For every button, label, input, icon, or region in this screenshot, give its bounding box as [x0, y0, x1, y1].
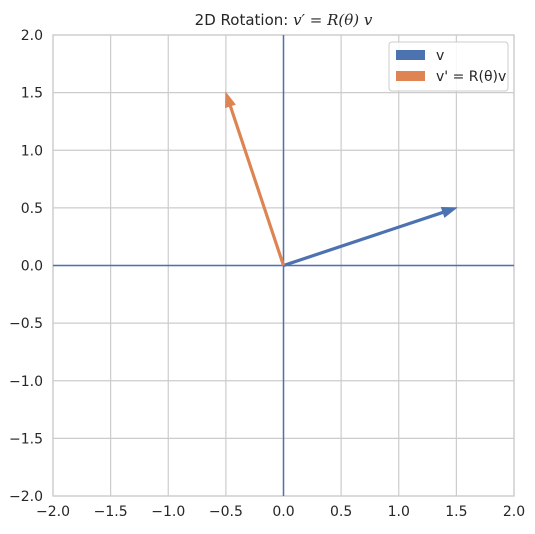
- x-tick-label: −0.5: [209, 504, 243, 520]
- y-tick-label: −1.5: [9, 431, 43, 447]
- vector-arrowhead: [440, 207, 458, 218]
- x-tick-label: 0.5: [330, 504, 352, 520]
- x-tick-label: 2.0: [503, 504, 525, 520]
- chart-title-prefix: 2D Rotation:: [195, 11, 293, 29]
- legend: v v' = R(θ)v: [388, 41, 509, 92]
- vector-arrowhead: [225, 91, 236, 109]
- legend-swatch: [396, 71, 425, 81]
- x-tick-label: 0.0: [272, 504, 294, 520]
- vector-v: [282, 207, 458, 268]
- legend-label: v' = R(θ)v: [436, 69, 506, 85]
- series: [225, 91, 458, 268]
- legend-swatch: [396, 50, 425, 60]
- y-tick-label: 0.5: [21, 201, 43, 217]
- tick-labels: −2.0 −1.5 −1.0 −0.5 0.0 0.5 1.0 1.5 2.0 −2.0 −1.5 −…: [9, 28, 525, 520]
- y-tick-label: 1.5: [21, 86, 43, 102]
- y-tick-label: 2.0: [21, 28, 43, 44]
- x-tick-label: 1.5: [445, 504, 467, 520]
- x-tick-label: −1.0: [151, 504, 185, 520]
- y-tick-label: −2.0: [9, 489, 43, 505]
- vector-shaft: [228, 103, 286, 267]
- x-tick-label: −1.5: [94, 504, 128, 520]
- x-tick-label: 1.0: [388, 504, 410, 520]
- x-tick-label: −2.0: [36, 504, 70, 520]
- legend-label: v: [436, 48, 444, 64]
- y-tick-label: −1.0: [9, 374, 43, 390]
- chart-title-text: 2D Rotation: v′ = R(θ) v: [195, 11, 373, 29]
- y-tick-label: 1.0: [21, 143, 43, 159]
- chart-title-math: v′ = R(θ) v: [293, 11, 373, 29]
- vector-v-rotated: [225, 91, 286, 267]
- y-tick-label: 0.0: [21, 259, 43, 275]
- vector-shaft: [282, 210, 446, 268]
- y-tick-label: −0.5: [9, 316, 43, 332]
- chart-title: 2D Rotation: v′ = R(θ) v: [195, 11, 373, 29]
